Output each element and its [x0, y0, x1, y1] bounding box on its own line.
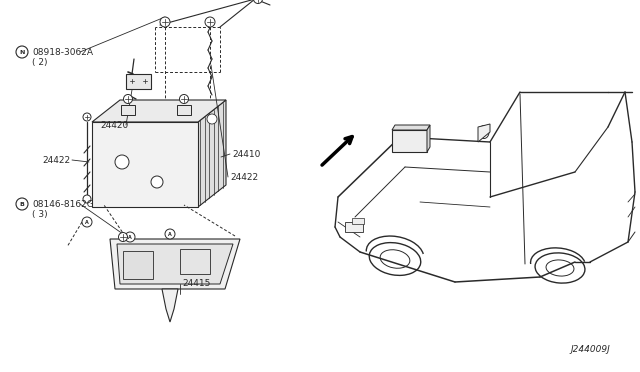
Circle shape — [83, 195, 91, 203]
Circle shape — [165, 229, 175, 239]
Circle shape — [118, 232, 127, 241]
Text: A: A — [128, 234, 132, 240]
Circle shape — [207, 114, 217, 124]
Bar — [92, 122, 198, 207]
Polygon shape — [427, 125, 430, 152]
Circle shape — [16, 198, 28, 210]
Polygon shape — [110, 239, 240, 289]
Text: A: A — [85, 219, 89, 224]
Circle shape — [128, 77, 136, 85]
Text: 24415: 24415 — [182, 279, 211, 289]
Text: A: A — [168, 231, 172, 237]
Polygon shape — [117, 244, 233, 284]
Text: 24422: 24422 — [42, 155, 70, 164]
Circle shape — [115, 155, 129, 169]
Bar — [177, 105, 191, 115]
Text: 08146-8162G: 08146-8162G — [32, 199, 93, 208]
Text: N: N — [19, 49, 25, 55]
Polygon shape — [478, 124, 490, 142]
Bar — [392, 130, 427, 152]
Circle shape — [125, 232, 135, 242]
Circle shape — [151, 176, 163, 188]
Bar — [126, 74, 151, 89]
Circle shape — [253, 0, 262, 3]
Circle shape — [205, 17, 215, 27]
Polygon shape — [162, 289, 178, 322]
Bar — [352, 218, 364, 224]
Circle shape — [82, 217, 92, 227]
Bar — [121, 105, 135, 115]
Circle shape — [16, 46, 28, 58]
Text: 24422: 24422 — [230, 173, 258, 182]
Polygon shape — [92, 100, 226, 122]
Text: 24420: 24420 — [100, 121, 128, 129]
Bar — [123, 251, 153, 279]
Circle shape — [124, 94, 132, 103]
Circle shape — [141, 77, 149, 85]
Circle shape — [83, 113, 91, 121]
Bar — [180, 249, 210, 274]
Circle shape — [160, 17, 170, 27]
Text: 08918-3062A: 08918-3062A — [32, 48, 93, 57]
Text: J244009J: J244009J — [570, 345, 610, 354]
Text: ( 2): ( 2) — [32, 58, 47, 67]
Polygon shape — [392, 125, 430, 130]
Bar — [345, 222, 363, 232]
Text: 24410: 24410 — [232, 150, 260, 158]
Text: B: B — [20, 202, 24, 206]
Polygon shape — [198, 100, 226, 207]
Circle shape — [179, 94, 189, 103]
Text: ( 3): ( 3) — [32, 209, 47, 218]
